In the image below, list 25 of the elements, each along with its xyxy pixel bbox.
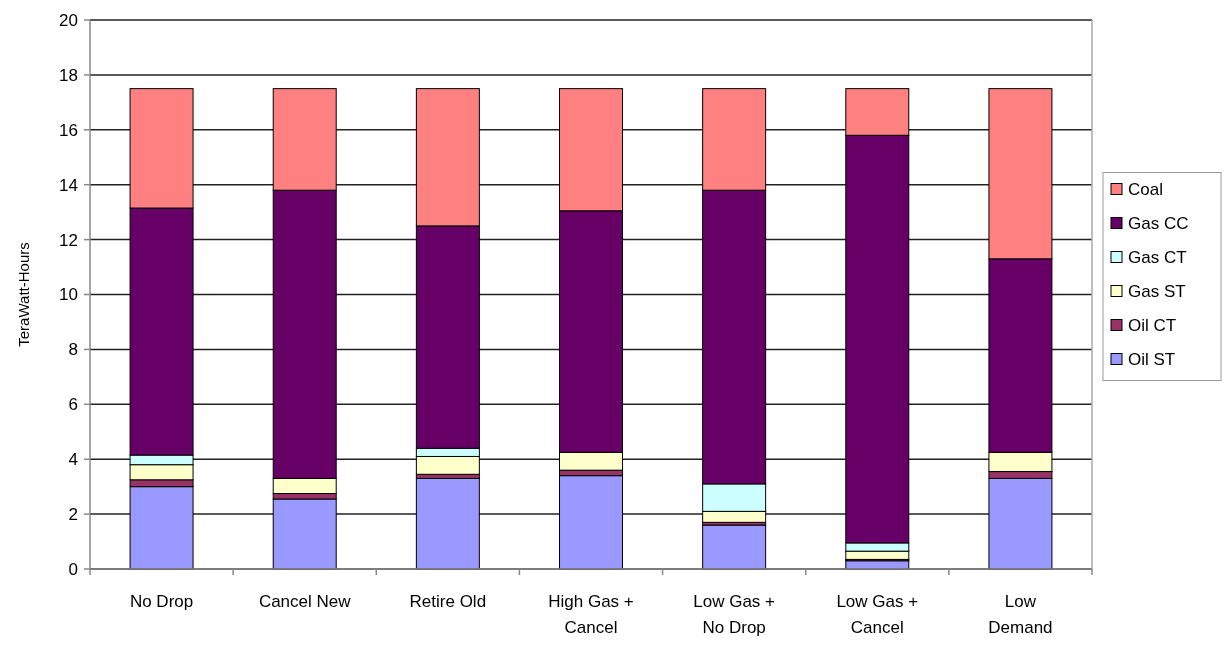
y-tick-label: 4 xyxy=(68,450,78,470)
x-tick-label: Retire Old xyxy=(409,592,487,611)
y-tick-label: 16 xyxy=(59,120,78,140)
x-tick-label: Low Gas + Cancel xyxy=(836,592,919,637)
x-tick-label: Low Gas + No Drop xyxy=(693,592,776,637)
y-tick-label: 18 xyxy=(59,65,78,85)
y-tick-label: 20 xyxy=(59,10,78,30)
legend-label: Gas CC xyxy=(1128,214,1189,234)
y-tick-label: 10 xyxy=(59,285,78,305)
y-tick-label: 14 xyxy=(59,175,78,195)
x-tick-label: No Drop xyxy=(129,592,194,611)
legend-label: Oil ST xyxy=(1128,350,1176,370)
y-tick-label: 0 xyxy=(68,559,78,579)
y-tick-label: 8 xyxy=(68,340,78,360)
x-tick-label: Cancel New xyxy=(258,592,352,611)
legend-label: Gas ST xyxy=(1128,282,1186,302)
y-axis-title: TeraWatt-Hours xyxy=(15,242,33,347)
legend-label: Oil CT xyxy=(1128,316,1177,336)
x-tick-label: Low Demand xyxy=(988,592,1053,637)
y-tick-label: 12 xyxy=(59,230,78,250)
legend-label: Gas CT xyxy=(1128,248,1187,268)
legend-label: Coal xyxy=(1128,180,1163,200)
y-tick-label: 6 xyxy=(68,395,78,415)
x-tick-label: High Gas + Cancel xyxy=(548,592,634,637)
y-tick-label: 2 xyxy=(68,505,78,525)
